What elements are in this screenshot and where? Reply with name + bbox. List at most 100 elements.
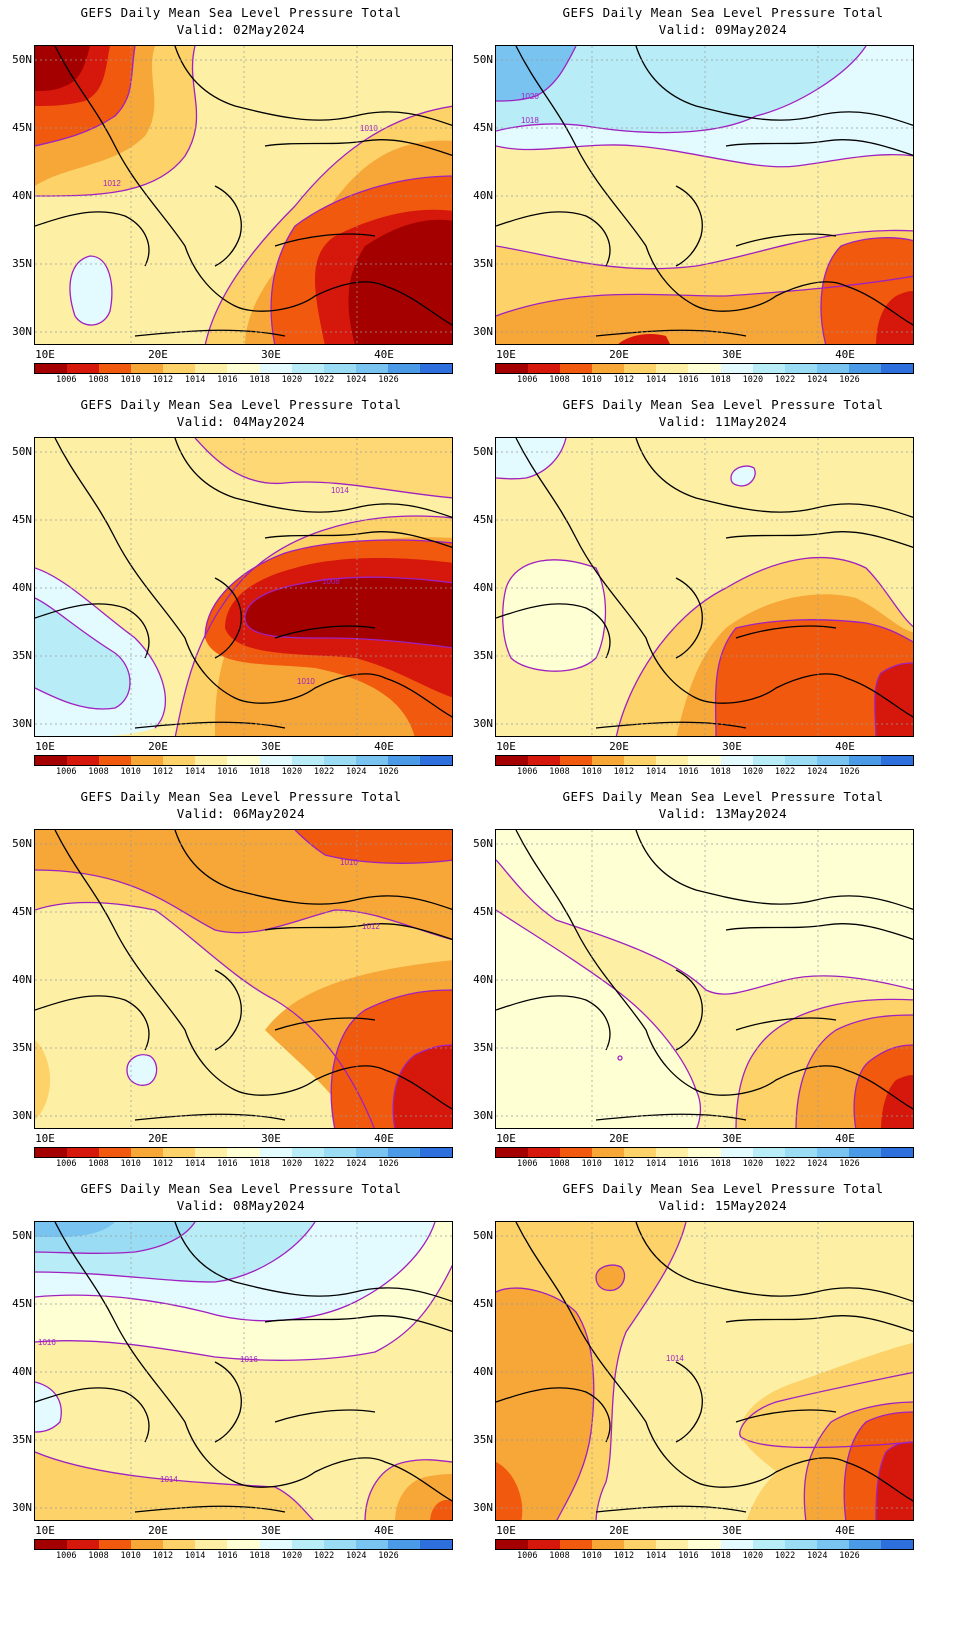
pressure-map: 1010 1012: [34, 45, 453, 345]
colorbar-swatch: [67, 1148, 100, 1157]
lon-label: 40E: [835, 1524, 855, 1537]
colorbar-swatch: [387, 1540, 420, 1549]
lat-label: 45N: [12, 1297, 32, 1310]
colorbar: [34, 755, 453, 766]
lon-label: 20E: [148, 348, 168, 361]
colorbar-label: 1022: [774, 767, 796, 777]
map-panel-7: GEFS Daily Mean Sea Level Pressure Total…: [0, 1176, 482, 1586]
colorbar-swatch: [387, 364, 420, 373]
colorbar-swatch: [720, 364, 753, 373]
colorbar-label: 1018: [710, 767, 731, 777]
lat-label: 35N: [12, 649, 32, 662]
colorbar-swatch: [752, 1148, 785, 1157]
colorbar-swatch: [784, 364, 817, 373]
lat-label: 30N: [12, 1109, 32, 1122]
colorbar-swatch: [163, 756, 196, 765]
colorbar-label: 1006: [55, 767, 77, 777]
colorbar-swatch: [816, 756, 849, 765]
colorbar-swatch: [784, 1540, 817, 1549]
lat-label: 40N: [473, 1365, 493, 1378]
colorbar-swatch: [291, 364, 324, 373]
colorbar-swatch: [560, 1148, 593, 1157]
panel-valid-date: Valid: 02May2024: [176, 22, 306, 37]
colorbar-label: 1020: [742, 1551, 764, 1561]
colorbar-label: 1020: [281, 767, 303, 777]
colorbar-swatch: [227, 1540, 260, 1549]
colorbar-swatch: [784, 1148, 817, 1157]
colorbar-label: 1026: [378, 1551, 399, 1561]
lat-label: 40N: [473, 973, 493, 986]
colorbar-label: 1014: [184, 767, 206, 777]
colorbar-swatch: [259, 1148, 292, 1157]
colorbar-labels: 1006 1008 1010 1012 1014 1016 1018 1020 1022 1024…: [34, 1551, 453, 1561]
colorbar-label: 1016: [217, 767, 238, 777]
colorbar-swatch: [67, 364, 100, 373]
colorbar-swatch: [688, 364, 721, 373]
colorbar-swatch: [880, 1148, 914, 1157]
panel-valid-date: Valid: 09May2024: [658, 22, 788, 37]
lon-label: 40E: [835, 348, 855, 361]
colorbar-labels: 1006 1008 1010 1012 1014 1016 1018 1020 1022 1024…: [495, 767, 914, 777]
lat-label: 40N: [12, 1365, 32, 1378]
colorbar-label: 1022: [313, 375, 335, 385]
colorbar-swatch: [259, 756, 292, 765]
colorbar-swatch: [624, 1540, 657, 1549]
colorbar-swatch: [688, 1148, 721, 1157]
colorbar-swatch: [560, 364, 593, 373]
lat-label: 50N: [12, 1229, 32, 1242]
map-panel-1: GEFS Daily Mean Sea Level Pressure Total…: [0, 0, 482, 410]
lon-label: 40E: [374, 740, 394, 753]
colorbar-swatch: [131, 364, 164, 373]
colorbar-swatch: [656, 756, 689, 765]
lat-label: 35N: [473, 649, 493, 662]
colorbar-swatch: [355, 1540, 388, 1549]
colorbar-swatch: [528, 364, 561, 373]
lon-label: 20E: [609, 1524, 629, 1537]
colorbar-swatch: [227, 1148, 260, 1157]
colorbar-labels: 1006 1008 1010 1012 1014 1016 1018 1020 1022 1024…: [495, 375, 914, 385]
lat-label: 50N: [12, 837, 32, 850]
colorbar-swatch: [880, 756, 914, 765]
lon-label: 30E: [261, 740, 281, 753]
lon-label: 10E: [35, 1524, 55, 1537]
map-panel-6: GEFS Daily Mean Sea Level Pressure Total…: [473, 784, 964, 1194]
colorbar-swatch: [195, 1148, 228, 1157]
colorbar-swatch: [880, 1540, 914, 1549]
map-panel-2: GEFS Daily Mean Sea Level Pressure Total…: [473, 0, 964, 410]
lat-label: 30N: [12, 325, 32, 338]
colorbar-swatch: [624, 1148, 657, 1157]
colorbar-swatch: [195, 1540, 228, 1549]
lon-label: 40E: [374, 1524, 394, 1537]
colorbar-swatch: [784, 756, 817, 765]
colorbar-label: 1008: [549, 767, 570, 777]
lon-label: 20E: [148, 740, 168, 753]
colorbar-swatch: [419, 1540, 453, 1549]
pressure-map: 1014: [495, 1221, 914, 1521]
colorbar-label: 1006: [55, 375, 77, 385]
colorbar: [34, 363, 453, 374]
colorbar-label: 1012: [152, 1551, 174, 1561]
colorbar-label: 1026: [378, 1159, 399, 1169]
contour-label: 1012: [362, 922, 380, 931]
colorbar-swatch: [195, 756, 228, 765]
colorbar-label: 1022: [313, 1551, 335, 1561]
colorbar-swatch: [355, 756, 388, 765]
lon-label: 20E: [148, 1132, 168, 1145]
panel-title: GEFS Daily Mean Sea Level Pressure Total: [562, 397, 884, 412]
colorbar-swatch: [259, 1540, 292, 1549]
colorbar-swatch: [752, 1540, 785, 1549]
contour-label: 1020: [521, 92, 539, 101]
colorbar-label: 1016: [678, 1159, 699, 1169]
colorbar-label: 1010: [120, 375, 141, 385]
colorbar-label: 1018: [710, 1159, 731, 1169]
colorbar: [34, 1147, 453, 1158]
colorbar-label: 1024: [807, 1159, 828, 1169]
lat-label: 45N: [12, 121, 32, 134]
colorbar-label: 1018: [249, 1551, 270, 1561]
lon-label: 30E: [261, 1524, 281, 1537]
colorbar-label: 1012: [613, 1551, 635, 1561]
lat-label: 30N: [473, 1501, 493, 1514]
lon-label: 30E: [722, 348, 742, 361]
panel-valid-date: Valid: 13May2024: [658, 806, 788, 821]
colorbar-swatch: [99, 1540, 132, 1549]
